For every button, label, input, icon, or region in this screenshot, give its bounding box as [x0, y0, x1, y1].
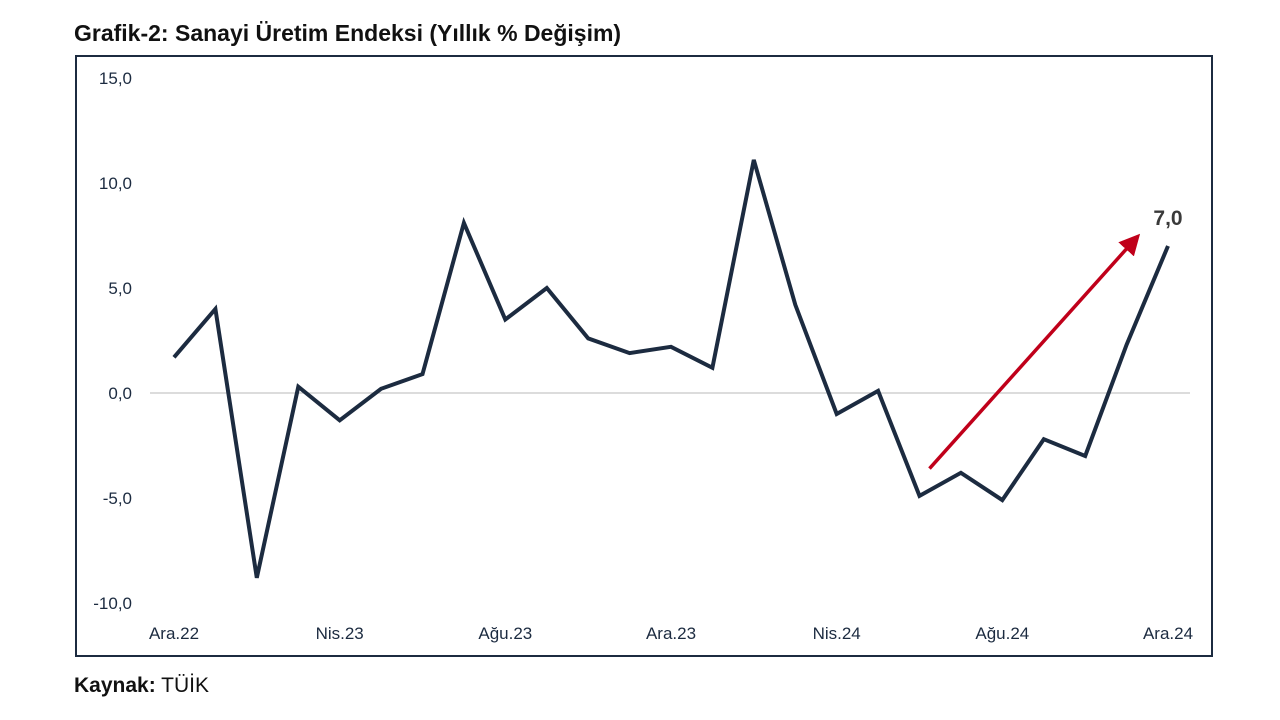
chart-title: Grafik-2: Sanayi Üretim Endeksi (Yıllık …: [74, 20, 622, 46]
x-tick-label: Ara.24: [1143, 624, 1193, 643]
series-line: [172, 159, 1170, 579]
x-tick-label: Nis.23: [316, 624, 364, 643]
y-axis: -10,0 -5,0 0,0 5,0 10,0 15,0: [93, 69, 1190, 613]
source-text: TÜİK: [161, 674, 210, 697]
annotations: 7,0: [928, 207, 1183, 470]
trend-arrow: [928, 233, 1141, 470]
y-tick-label: -5,0: [103, 489, 132, 508]
data-label: 7,0: [1153, 207, 1182, 230]
y-tick-label: -10,0: [93, 594, 132, 613]
y-tick-label: 0,0: [108, 384, 132, 403]
x-axis: Ara.22 Nis.23 Ağu.23 Ara.23 Nis.24 Ağu.24 Ara.…: [149, 624, 1193, 643]
source-label: Kaynak:: [74, 674, 156, 697]
x-tick-label: Ara.23: [646, 624, 696, 643]
y-tick-label: 15,0: [99, 69, 132, 88]
x-tick-label: Ağu.23: [478, 624, 532, 643]
y-tick-label: 10,0: [99, 174, 132, 193]
x-tick-label: Ağu.24: [975, 624, 1029, 643]
x-tick-label: Ara.22: [149, 624, 199, 643]
plot-frame: [75, 55, 1213, 657]
x-tick-label: Nis.24: [813, 624, 861, 643]
source-note: Kaynak: TÜİK: [74, 674, 209, 698]
series-group: [172, 159, 1170, 579]
y-tick-label: 5,0: [108, 279, 132, 298]
